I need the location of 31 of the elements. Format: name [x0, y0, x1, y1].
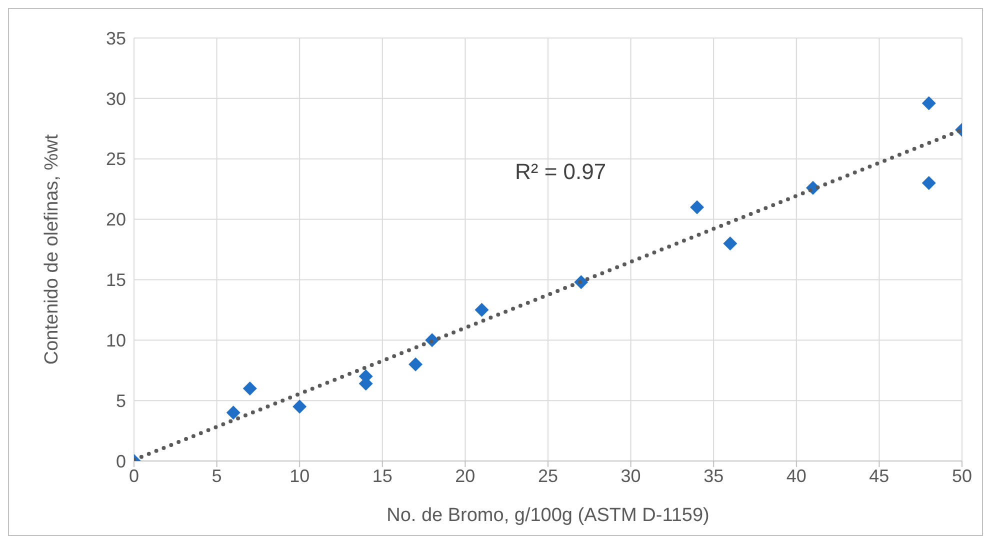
- point: [226, 406, 240, 420]
- x-tick-label: 10: [290, 466, 310, 486]
- x-tick-label: 25: [538, 466, 558, 486]
- point: [723, 236, 738, 250]
- point: [922, 176, 936, 190]
- x-tick-label: 40: [786, 466, 806, 486]
- x-tick-label: 0: [128, 466, 140, 486]
- y-tick-label: 10: [106, 330, 126, 351]
- point: [408, 357, 423, 372]
- x-tick-label: 35: [704, 466, 724, 486]
- y-tick-label: 15: [106, 270, 126, 290]
- x-tick-label: 15: [372, 466, 392, 486]
- y-tick-label: 30: [106, 88, 126, 109]
- x-tick-label: 30: [620, 466, 641, 486]
- y-tick-label: 35: [106, 28, 126, 48]
- x-tick-label: 5: [212, 466, 222, 486]
- point: [474, 302, 489, 317]
- point: [292, 400, 307, 414]
- point: [242, 381, 257, 396]
- y-tick-label: 0: [116, 451, 126, 472]
- annotation: R² = 0.97: [515, 159, 606, 185]
- y-tick-label: 25: [106, 149, 126, 170]
- point: [922, 96, 936, 110]
- y-tick-label: 5: [116, 390, 126, 411]
- point: [690, 200, 704, 214]
- x-tick-label: 45: [869, 466, 890, 486]
- x-tick-label: 20: [455, 466, 476, 486]
- x-tick-label: 50: [952, 466, 972, 486]
- x-axis-title: No. de Bromo, g/100g (ASTM D-1159): [386, 505, 710, 526]
- y-tick-label: 20: [106, 210, 126, 230]
- y-axis-title: Contenido de olefinas, %wt: [42, 134, 63, 365]
